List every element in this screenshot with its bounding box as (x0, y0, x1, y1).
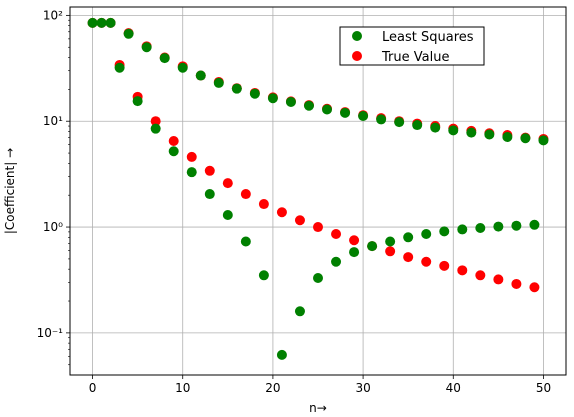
point-least-squares (285, 96, 296, 107)
point-least-squares (475, 222, 486, 233)
point-least-squares (159, 53, 170, 64)
point-least-squares (502, 131, 513, 142)
point-least-squares (294, 306, 305, 317)
point-true-value (457, 265, 468, 276)
x-axis-label: n→ (309, 401, 327, 415)
y-tick-label: 10² (43, 8, 63, 22)
axis-ticks: 0 10 20 30 40 50 10⁻¹ 10⁰ 10¹ 10² (37, 8, 552, 395)
point-true-value (529, 282, 540, 293)
point-least-squares (394, 117, 405, 128)
point-least-squares (303, 100, 314, 111)
point-true-value (168, 136, 179, 147)
y-axis-label: |Coefficient| → (3, 148, 17, 234)
point-true-value (511, 278, 522, 289)
point-least-squares (240, 236, 251, 247)
point-least-squares (204, 189, 215, 200)
point-least-squares (466, 127, 477, 138)
point-least-squares (457, 224, 468, 235)
point-least-squares (195, 70, 206, 81)
point-true-value (276, 207, 287, 218)
point-least-squares (358, 111, 369, 122)
point-least-squares (520, 133, 531, 144)
point-least-squares (105, 17, 116, 28)
point-least-squares (267, 93, 278, 104)
legend-marker-least-squares (352, 31, 362, 41)
point-least-squares (313, 273, 323, 284)
point-true-value (150, 116, 161, 127)
point-least-squares (430, 122, 441, 133)
x-tick-label: 10 (175, 381, 190, 395)
point-least-squares (403, 232, 414, 243)
point-true-value (331, 228, 342, 239)
point-true-value (421, 256, 432, 267)
point-true-value (186, 151, 197, 162)
x-tick-label: 40 (446, 381, 461, 395)
point-least-squares (276, 349, 287, 360)
legend-label-least-squares: Least Squares (382, 30, 474, 45)
point-least-squares (322, 104, 333, 115)
legend: Least Squares True Value (339, 26, 485, 66)
point-least-squares (385, 236, 396, 247)
point-true-value (439, 260, 450, 271)
point-least-squares (186, 167, 197, 178)
point-least-squares (367, 241, 378, 252)
point-least-squares (376, 114, 387, 125)
point-true-value (313, 222, 323, 233)
plot-frame (69, 6, 567, 376)
point-least-squares (349, 247, 360, 258)
point-least-squares (114, 62, 125, 73)
point-true-value (204, 165, 215, 176)
point-true-value (385, 246, 396, 257)
point-least-squares (529, 219, 540, 230)
y-tick-label: 10⁰ (43, 220, 63, 234)
point-true-value (222, 178, 233, 189)
point-least-squares (493, 221, 504, 232)
point-least-squares (538, 135, 549, 146)
y-tick-label: 10¹ (43, 114, 63, 128)
point-least-squares (132, 96, 143, 107)
point-true-value (240, 189, 251, 200)
point-least-squares (249, 88, 260, 99)
point-least-squares (96, 17, 107, 28)
point-least-squares (222, 209, 233, 220)
point-true-value (349, 235, 360, 246)
point-least-squares (484, 129, 495, 140)
x-tick-label: 0 (89, 381, 97, 395)
point-least-squares (177, 62, 188, 73)
legend-label-true-value: True Value (381, 50, 449, 65)
point-least-squares (168, 146, 179, 157)
point-least-squares (421, 228, 432, 239)
point-true-value (403, 252, 414, 263)
point-true-value (475, 270, 486, 281)
x-tick-label: 50 (536, 381, 551, 395)
point-least-squares (87, 17, 98, 28)
point-least-squares (150, 123, 161, 134)
point-least-squares (258, 270, 269, 281)
point-true-value (258, 199, 269, 210)
x-tick-label: 20 (265, 381, 280, 395)
point-least-squares (213, 77, 224, 88)
point-least-squares (412, 120, 423, 131)
point-least-squares (123, 28, 134, 39)
data-points (87, 17, 549, 360)
point-least-squares (340, 107, 351, 118)
point-least-squares (448, 125, 459, 136)
point-least-squares (511, 220, 522, 231)
legend-marker-true-value (352, 51, 362, 61)
legend-box (339, 26, 485, 66)
point-true-value (493, 274, 504, 285)
point-least-squares (439, 226, 450, 237)
point-least-squares (231, 83, 242, 94)
point-least-squares (331, 256, 342, 267)
point-least-squares (141, 42, 152, 53)
x-tick-label: 30 (355, 381, 370, 395)
y-tick-label: 10⁻¹ (37, 326, 64, 340)
point-true-value (294, 215, 305, 226)
